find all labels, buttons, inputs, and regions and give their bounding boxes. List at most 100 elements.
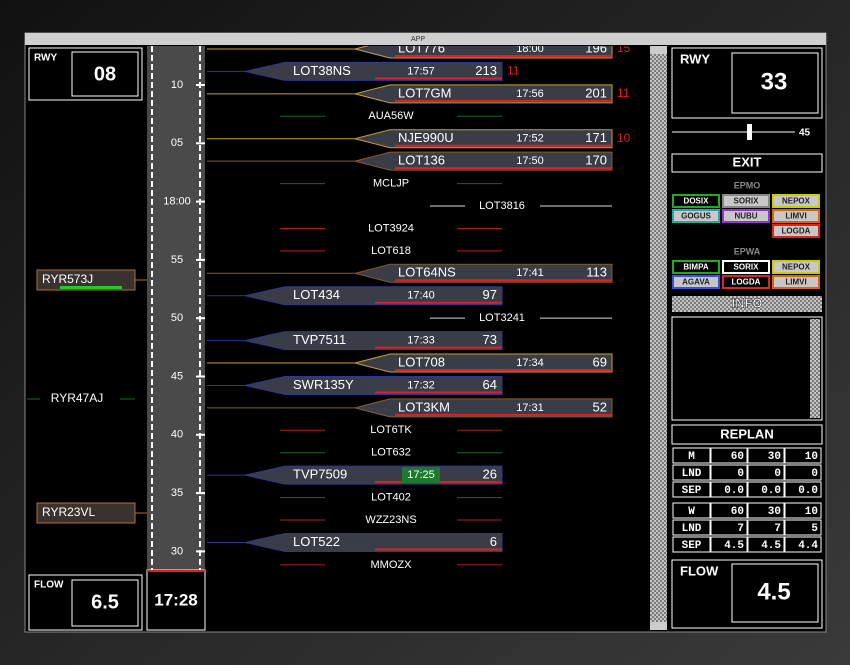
fix-label[interactable]: DOSIX — [684, 197, 710, 206]
sequence-number: 11 — [617, 86, 630, 100]
callsign: LOT776 — [398, 40, 445, 55]
fix-button[interactable] — [772, 194, 820, 208]
table-cell — [784, 536, 822, 553]
scroll-down[interactable] — [650, 622, 667, 630]
distance: 26 — [483, 467, 497, 482]
scrollbar[interactable] — [650, 46, 667, 630]
fix-label[interactable]: NUBU — [734, 212, 757, 221]
fix-button[interactable] — [722, 194, 770, 208]
fix-label[interactable]: LIMVI — [785, 212, 806, 221]
fix-button[interactable] — [772, 209, 820, 223]
fix-button[interactable] — [772, 224, 820, 238]
callsign: LOT632 — [371, 447, 411, 459]
flight-progress — [60, 286, 122, 289]
distance: 213 — [475, 63, 497, 78]
callsign: LOT3816 — [479, 200, 525, 212]
eta: 17:25 — [407, 469, 435, 481]
flight-strip[interactable] — [244, 331, 503, 351]
info-text-area[interactable] — [671, 316, 823, 421]
fix-button[interactable] — [772, 260, 820, 274]
callsign: LOT64NS — [398, 265, 456, 280]
table-cell — [710, 519, 748, 536]
table-text: 0.0 — [761, 485, 781, 497]
flight-strip[interactable] — [244, 61, 503, 81]
table-cell — [747, 536, 785, 553]
title-bar — [25, 33, 826, 45]
flow-box — [671, 559, 823, 629]
fix-label[interactable]: LOGDA — [782, 227, 811, 236]
flight-label: RYR23VL — [42, 505, 95, 519]
slider-thumb[interactable] — [747, 124, 752, 140]
fix-label[interactable]: GOGUS — [681, 212, 711, 221]
fix-label[interactable]: NEPOX — [782, 197, 811, 206]
table-text: SEP — [682, 540, 702, 552]
fix-button[interactable] — [672, 275, 720, 289]
window-title: APP — [411, 36, 425, 43]
distance: 64 — [483, 377, 497, 392]
flow-box — [28, 574, 143, 631]
group-label: EPMO — [734, 180, 761, 190]
callsign: LOT3241 — [479, 312, 525, 324]
runway-label: RWY — [34, 53, 57, 64]
callsign: LOT6TK — [370, 424, 412, 436]
fix-button[interactable] — [772, 275, 820, 289]
table-cell — [672, 481, 711, 498]
fix-button[interactable] — [722, 275, 770, 289]
callsign: LOT136 — [398, 153, 445, 168]
timeline-label: 50 — [171, 312, 183, 324]
info-scrollbar[interactable] — [810, 319, 820, 418]
table-text: 7 — [737, 523, 744, 535]
flight-strip[interactable] — [244, 375, 503, 395]
exit-label[interactable]: EXIT — [733, 154, 762, 169]
table-text: M — [688, 451, 695, 463]
distance: 69 — [593, 354, 607, 369]
table-text: 0 — [774, 468, 781, 480]
strip-bar — [375, 548, 502, 551]
flight-strip[interactable] — [354, 151, 613, 171]
distance: 73 — [483, 332, 497, 347]
table-text: 4.4 — [798, 540, 818, 552]
replan-label[interactable]: REPLAN — [720, 426, 773, 441]
fix-label[interactable]: BIMPA — [683, 263, 708, 272]
strip-bar — [395, 55, 612, 57]
fix-button[interactable] — [672, 209, 720, 223]
flight-strip[interactable] — [354, 84, 613, 104]
flight-strip[interactable] — [354, 263, 613, 283]
flight-strip[interactable] — [354, 398, 613, 418]
fix-label[interactable]: SORIX — [734, 197, 760, 206]
timeline-label: 10 — [171, 79, 183, 91]
callsign: NJE990U — [398, 130, 454, 145]
fix-label[interactable]: LIMVI — [785, 278, 806, 287]
flight-strip[interactable] — [244, 532, 503, 552]
fix-label[interactable]: LOGDA — [732, 278, 761, 287]
fix-button[interactable] — [672, 260, 720, 274]
timeline-label: 55 — [171, 254, 183, 266]
timeline-label: 40 — [171, 429, 183, 441]
flight-strip[interactable] — [244, 286, 503, 306]
table-text: 30 — [768, 451, 781, 463]
fix-label[interactable]: SORIX — [734, 263, 760, 272]
fix-label[interactable]: AGAVA — [682, 278, 710, 287]
flight-strip[interactable] — [354, 353, 613, 373]
flight-strip[interactable] — [354, 129, 613, 149]
info-bar[interactable] — [672, 296, 822, 312]
fix-label[interactable]: NEPOX — [782, 263, 811, 272]
table-text: 0 — [737, 468, 744, 480]
exit-button[interactable] — [671, 153, 823, 173]
timeline-label: 30 — [171, 545, 183, 557]
fix-button[interactable] — [722, 209, 770, 223]
fix-button[interactable] — [672, 194, 720, 208]
flow-label: FLOW — [680, 563, 719, 578]
table-text: LND — [682, 523, 702, 535]
table-cell — [784, 447, 822, 464]
table-text: 30 — [768, 506, 781, 518]
table-cell — [747, 481, 785, 498]
scroll-up[interactable] — [650, 46, 667, 54]
replan-button[interactable] — [671, 424, 823, 445]
callsign: LOT434 — [293, 287, 340, 302]
fix-button[interactable] — [722, 260, 770, 274]
table-cell — [672, 519, 711, 536]
strip-bar — [375, 346, 502, 349]
table-cell — [710, 447, 748, 464]
